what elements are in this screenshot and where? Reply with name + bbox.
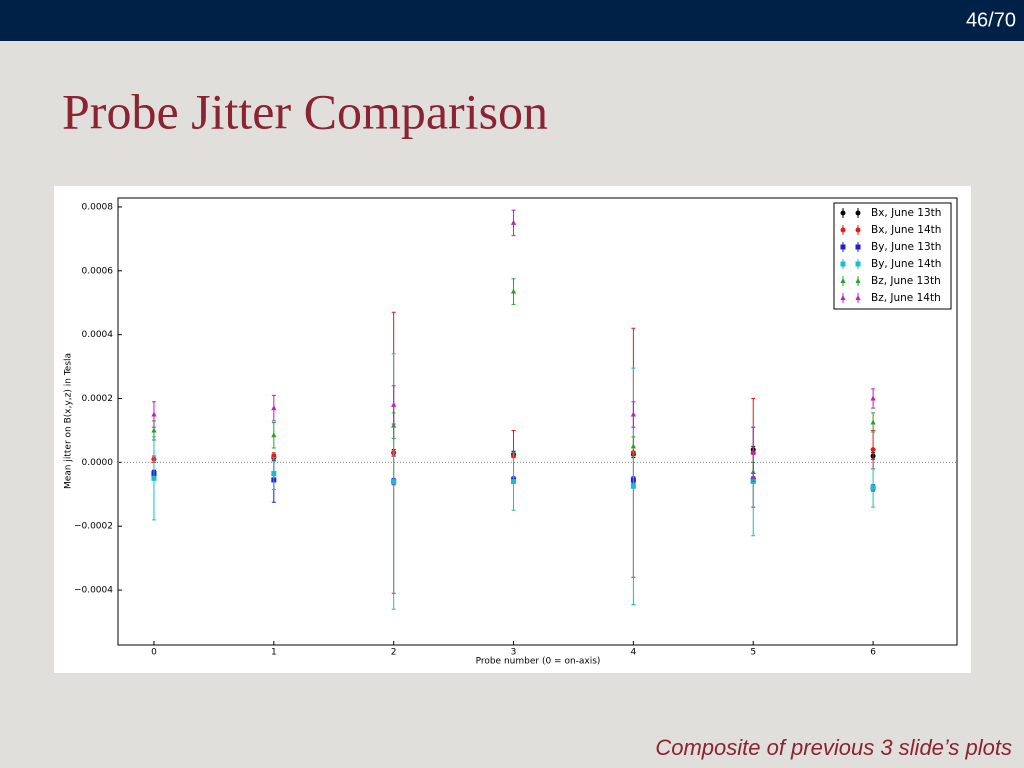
legend-marker bbox=[840, 227, 846, 233]
data-point bbox=[630, 483, 636, 489]
y-tick-label: 0.0000 bbox=[82, 458, 114, 468]
data-point bbox=[870, 419, 876, 425]
data-point bbox=[630, 411, 636, 417]
x-tick-label: 4 bbox=[631, 648, 637, 658]
x-tick-label: 3 bbox=[511, 648, 517, 658]
data-point bbox=[510, 219, 517, 225]
legend-marker bbox=[855, 210, 861, 216]
legend-label: Bx, June 13th bbox=[871, 207, 941, 219]
data-point bbox=[870, 447, 876, 453]
x-tick-label: 5 bbox=[750, 648, 756, 658]
x-tick-label: 1 bbox=[271, 648, 277, 658]
data-point bbox=[391, 401, 397, 407]
legend-marker bbox=[840, 261, 846, 267]
legend-label: By, June 14th bbox=[871, 258, 941, 270]
caption: Composite of previous 3 slide’s plots bbox=[655, 735, 1012, 760]
legend-label: Bx, June 14th bbox=[871, 224, 941, 236]
data-point bbox=[391, 479, 397, 485]
data-point bbox=[750, 449, 756, 455]
data-point bbox=[151, 411, 157, 417]
legend-marker bbox=[840, 295, 846, 300]
x-tick-label: 0 bbox=[151, 648, 157, 658]
y-tick-label: 0.0002 bbox=[82, 394, 114, 404]
legend-marker bbox=[855, 244, 861, 250]
legend-marker bbox=[840, 210, 846, 216]
slide-title: Probe Jitter Comparison bbox=[62, 83, 548, 139]
data-point bbox=[151, 427, 157, 433]
legend-label: Bz, June 13th bbox=[871, 275, 941, 287]
legend-marker bbox=[855, 278, 861, 283]
legend-marker bbox=[855, 227, 861, 233]
plot-frame bbox=[117, 197, 958, 646]
data-point bbox=[151, 475, 157, 481]
legend-label: By, June 13th bbox=[871, 241, 941, 253]
y-tick-label: 0.0006 bbox=[82, 266, 114, 276]
data-point bbox=[511, 479, 517, 485]
x-axis-label: Probe number (0 = on-axis) bbox=[476, 657, 601, 667]
legend-marker bbox=[855, 261, 861, 267]
data-point bbox=[630, 443, 636, 449]
y-axis-label: Mean jitter on B(x,y,z) in Tesla bbox=[64, 353, 74, 489]
data-point bbox=[271, 432, 277, 438]
data-point bbox=[870, 395, 876, 401]
data-point bbox=[271, 405, 277, 411]
data-point bbox=[271, 471, 277, 477]
top-bar bbox=[0, 0, 1024, 41]
legend-marker bbox=[855, 295, 861, 300]
legend-marker bbox=[840, 244, 846, 250]
legend-box bbox=[833, 202, 952, 310]
x-tick-label: 6 bbox=[870, 648, 876, 658]
data-point bbox=[510, 288, 517, 294]
y-tick-label: 0.0008 bbox=[82, 202, 114, 212]
data-point bbox=[391, 422, 397, 428]
data-point bbox=[870, 485, 876, 491]
y-tick-label: −0.0002 bbox=[74, 522, 113, 532]
chart-panel bbox=[54, 186, 971, 673]
y-tick-label: 0.0004 bbox=[82, 330, 114, 340]
legend-label: Bz, June 14th bbox=[871, 292, 941, 304]
page-number: 46/70 bbox=[966, 9, 1016, 31]
y-tick-label: −0.0004 bbox=[74, 586, 113, 596]
x-tick-label: 2 bbox=[391, 648, 397, 658]
legend-marker bbox=[840, 278, 846, 283]
